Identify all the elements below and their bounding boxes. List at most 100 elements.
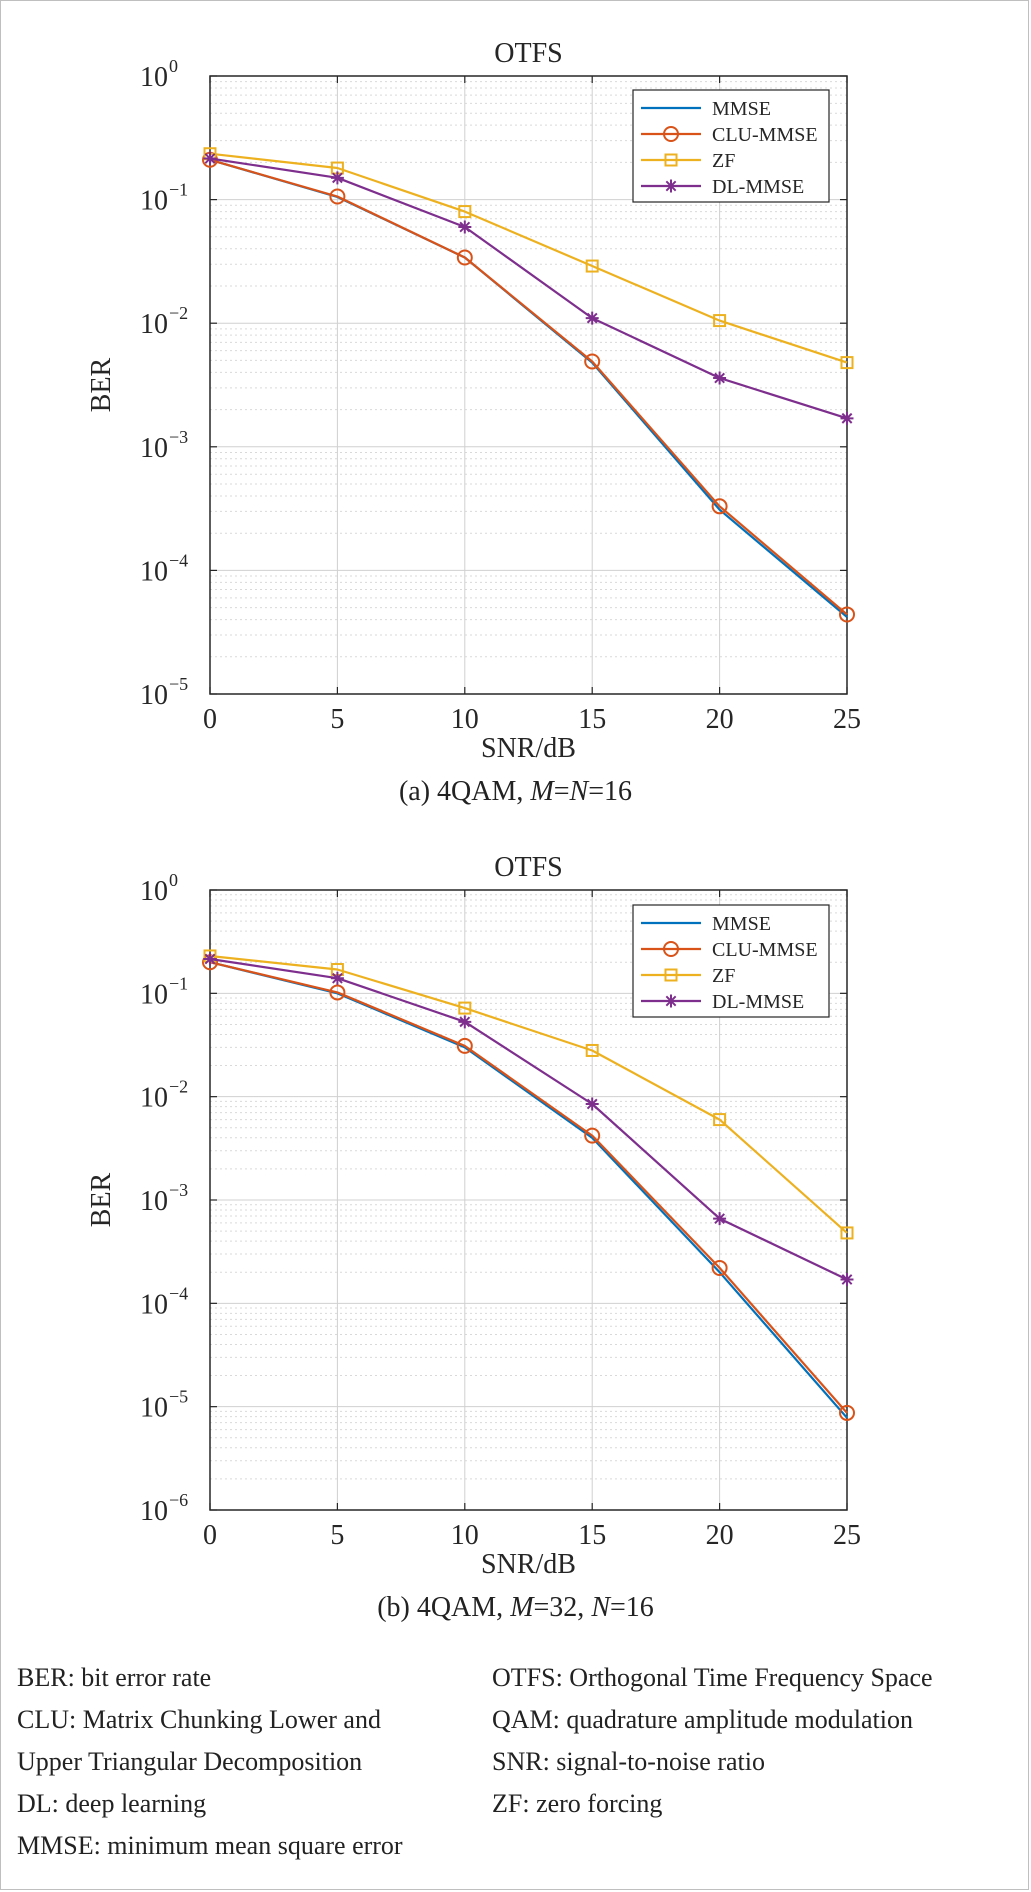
y-tick-label: 10 [140, 1083, 168, 1114]
y-tick-exponent: −2 [169, 303, 188, 323]
y-tick-exponent: −3 [169, 427, 188, 447]
data-point [585, 1097, 599, 1111]
data-point [330, 171, 344, 185]
data-point [585, 311, 599, 325]
x-tick-label: 25 [833, 704, 861, 735]
series-line [209, 158, 848, 616]
series-line [209, 157, 848, 420]
y-tick-label: 10 [140, 62, 168, 93]
data-point [329, 188, 346, 205]
legend-swatch-marker [663, 126, 679, 142]
y-tick-label: 10 [140, 979, 168, 1010]
x-tick-label: 10 [451, 1520, 479, 1551]
y-tick-label: 10 [140, 1289, 168, 1320]
y-axis-label: BER [86, 1172, 117, 1227]
data-point [585, 259, 599, 273]
y-tick-label: 10 [140, 680, 168, 711]
data-point [711, 498, 728, 515]
abbr-left-3: DL: deep learning [17, 1789, 207, 1818]
caption-a-n: N [569, 776, 589, 807]
data-point [713, 1113, 727, 1127]
abbr-left-1: CLU: Matrix Chunking Lower and [17, 1705, 381, 1734]
legend: MMSE CLU-MMSE ZF DL-MMSE [632, 89, 830, 203]
x-tick-label: 0 [203, 704, 217, 735]
axes-box [209, 75, 848, 695]
data-point [458, 220, 472, 234]
y-tick-exponent: −2 [169, 1077, 188, 1097]
caption-a-m: M [530, 776, 554, 807]
x-tick-label: 20 [706, 704, 734, 735]
abbr-right-3: ZF: zero forcing [492, 1789, 663, 1818]
x-axis-label: SNR/dB [481, 1549, 576, 1580]
data-point [713, 371, 727, 385]
caption-b-prefix: (b) 4QAM, [377, 1592, 511, 1623]
legend-label: CLU-MMSE [712, 124, 818, 146]
legend-label: CLU-MMSE [712, 939, 818, 961]
abbr-left-4: MMSE: minimum mean square error [17, 1831, 403, 1860]
data-point [456, 1037, 473, 1054]
abbr-left-2: Upper Triangular Decomposition [17, 1747, 363, 1776]
y-tick-exponent: −4 [169, 1283, 188, 1303]
series-clu-mmse [202, 954, 855, 1421]
data-point [839, 606, 855, 623]
legend-swatch-marker [664, 968, 678, 982]
y-tick-label: 10 [140, 433, 168, 464]
legend-swatch-marker [664, 179, 678, 193]
series-line [209, 957, 848, 1281]
x-tick-label: 15 [578, 1520, 606, 1551]
caption-a-prefix: (a) 4QAM, [398, 776, 531, 807]
data-point [713, 314, 727, 328]
y-axis-label: BER [86, 357, 117, 412]
caption-b-n: N [591, 1592, 610, 1623]
y-tick-exponent: −4 [169, 550, 188, 570]
x-tick-label: 20 [706, 1520, 734, 1551]
series-line [209, 152, 848, 364]
data-point [203, 152, 217, 166]
series-line [209, 961, 848, 1414]
chart-title: OTFS [494, 852, 562, 883]
caption-b-end: =16 [610, 1592, 654, 1623]
data-point [584, 1127, 601, 1144]
x-tick-label: 5 [330, 704, 344, 735]
caption-a-eq1: = [553, 776, 570, 807]
data-point [329, 984, 346, 1001]
y-tick-label: 10 [140, 1186, 168, 1217]
caption-b-mid: =32, [533, 1592, 592, 1623]
caption-a-eq2: =16 [588, 776, 633, 807]
y-tick-label: 10 [140, 309, 168, 340]
series-dl-mmse [203, 152, 854, 425]
data-point [584, 353, 601, 370]
data-point [458, 205, 472, 219]
data-point [458, 1001, 472, 1015]
y-tick-label: 10 [140, 1393, 168, 1424]
caption-b-m: M [510, 1592, 534, 1623]
legend-label: ZF [712, 150, 735, 172]
y-tick-exponent: −5 [169, 1387, 188, 1407]
legend-label: MMSE [712, 98, 771, 120]
data-point [711, 1259, 728, 1276]
x-tick-label: 5 [330, 1520, 344, 1551]
x-tick-label: 25 [833, 1520, 861, 1551]
data-point [840, 1273, 854, 1287]
legend-swatch-marker [663, 941, 679, 957]
y-tick-exponent: 0 [169, 870, 178, 890]
x-tick-label: 15 [578, 704, 606, 735]
series-zf [203, 949, 854, 1240]
data-point [713, 1212, 727, 1226]
x-axis-label: SNR/dB [481, 733, 576, 764]
abbr-right-1: QAM: quadrature amplitude modulation [492, 1705, 913, 1734]
data-point [203, 952, 217, 966]
data-point [458, 1015, 472, 1029]
caption-a: (a) 4QAM, M=N=16 [0, 776, 1031, 808]
legend-label: ZF [712, 965, 735, 987]
caption-b: (b) 4QAM, M=32, N=16 [0, 1592, 1031, 1624]
y-tick-exponent: 0 [169, 56, 178, 76]
legend-swatch-marker [664, 153, 678, 167]
legend-swatch-marker [664, 994, 678, 1008]
y-tick-label: 10 [140, 1496, 168, 1527]
x-tick-label: 10 [451, 704, 479, 735]
